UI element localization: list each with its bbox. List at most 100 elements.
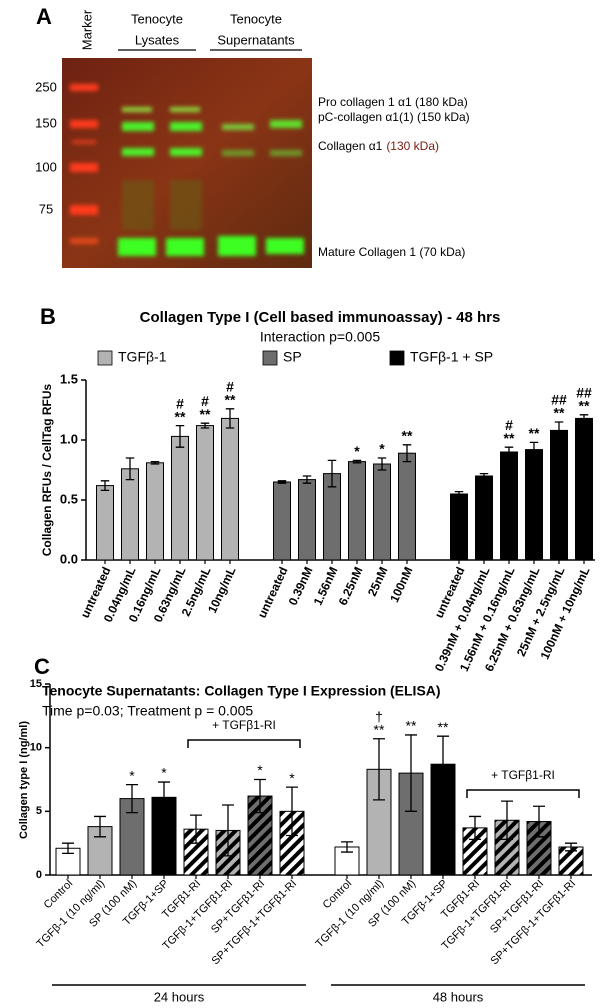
significance-label: * xyxy=(289,770,295,786)
band-label: Collagen α1 (130 kDa) xyxy=(318,139,439,153)
bar xyxy=(398,452,416,561)
y-tick-label: 5 xyxy=(36,805,42,817)
significance-label: ** xyxy=(200,406,211,422)
significance-label: # xyxy=(176,395,184,411)
bracket-label: + TGFβ1-RI xyxy=(491,768,555,782)
bar xyxy=(96,485,114,561)
significance-label: * xyxy=(161,765,167,781)
bar xyxy=(575,417,593,561)
error-bar xyxy=(126,783,138,814)
error-bar xyxy=(94,815,106,838)
significance-label: ** xyxy=(374,721,385,737)
error-bar xyxy=(437,735,449,793)
bar xyxy=(475,475,493,561)
bar xyxy=(273,481,291,561)
legend-label: TGFβ-1 xyxy=(118,349,167,365)
group-label: 24 hours xyxy=(154,989,205,1004)
gel-background xyxy=(62,58,312,268)
significance-label: ** xyxy=(529,425,540,441)
significance-label: ** xyxy=(438,719,449,735)
group-label: 48 hours xyxy=(433,989,484,1004)
error-bar xyxy=(469,815,481,840)
bracket xyxy=(466,789,580,798)
band-label: Pro collagen 1 α1 (180 kDa) xyxy=(318,95,468,109)
significance-label: # xyxy=(226,379,234,395)
chart-subtitle: Time p=0.03; Treatment p = 0.005 xyxy=(42,703,253,719)
error-bar xyxy=(529,441,539,458)
error-bar xyxy=(277,480,287,484)
error-bar xyxy=(225,408,235,429)
error-bar xyxy=(501,800,513,840)
error-bar xyxy=(222,804,234,857)
legend-label: TGFβ-1 + SP xyxy=(410,349,493,365)
y-tick-label: 1.0 xyxy=(60,431,78,446)
significance-label: * xyxy=(257,762,263,778)
bar xyxy=(550,429,568,561)
error-bar xyxy=(373,738,385,801)
error-bar xyxy=(405,734,417,812)
bar xyxy=(298,479,316,561)
y-tick-label: 10 xyxy=(30,742,42,754)
legend-swatch xyxy=(389,350,405,366)
error-bar xyxy=(402,444,412,463)
panel-letter: B xyxy=(40,304,56,329)
bar xyxy=(462,827,488,876)
lane-group-label: Supernatants xyxy=(217,32,295,47)
significance-label: ** xyxy=(554,405,565,421)
panel-letter: C xyxy=(34,654,50,679)
lane-group-label: Tenocyte xyxy=(131,11,183,26)
significance-label: * xyxy=(354,443,360,459)
error-bar xyxy=(504,446,514,458)
band-label-part: Pro collagen 1 α1 (180 kDa) xyxy=(318,95,468,109)
error-bar xyxy=(579,414,589,423)
error-bar xyxy=(100,480,110,492)
bracket xyxy=(187,739,301,748)
bar xyxy=(171,435,189,561)
bar xyxy=(348,461,366,561)
lane-group-label: Lysates xyxy=(135,32,180,47)
y-tick-label: 15 xyxy=(30,678,42,690)
band-label-part: (130 kDa) xyxy=(386,139,439,153)
significance-label: ** xyxy=(402,428,413,444)
error-bar xyxy=(554,421,564,440)
significance-label: ## xyxy=(576,385,592,401)
mw-marker-label: 150 xyxy=(35,115,57,130)
x-tick-label: 100nM xyxy=(387,565,415,605)
bar xyxy=(450,493,468,561)
bracket-label: + TGFβ1-RI xyxy=(212,718,276,732)
error-bar xyxy=(454,490,464,498)
error-bar xyxy=(150,460,160,465)
error-bar xyxy=(254,778,266,814)
band-label-part: Collagen α1 xyxy=(318,139,383,153)
panel-letter: A xyxy=(36,4,52,29)
chart-subtitle: Interaction p=0.005 xyxy=(260,329,380,345)
error-bar xyxy=(286,786,298,837)
significance-label: ** xyxy=(579,398,590,414)
gel-bands xyxy=(70,84,304,256)
error-bar xyxy=(352,459,362,464)
mw-marker-label: 75 xyxy=(39,201,53,216)
error-bar xyxy=(125,457,135,481)
significance-label: † xyxy=(375,708,383,724)
gel-image xyxy=(62,58,312,268)
y-tick-label: 0 xyxy=(36,869,42,881)
x-tick-label: 25nM xyxy=(365,565,391,599)
significance-label: ** xyxy=(225,392,236,408)
bar xyxy=(525,449,543,561)
error-bar xyxy=(533,805,545,838)
bar xyxy=(221,417,239,561)
y-tick-label: 0.0 xyxy=(60,551,78,566)
marker-label: Marker xyxy=(79,9,94,50)
error-bar xyxy=(341,841,353,853)
error-bar xyxy=(377,457,387,471)
chart-title: Collagen Type I (Cell based immunoassay)… xyxy=(140,309,501,326)
significance-label: ** xyxy=(504,430,515,446)
significance-label: ** xyxy=(406,718,417,734)
error-bar xyxy=(479,472,489,480)
x-tick-label: untreated xyxy=(255,565,291,620)
significance-label: * xyxy=(129,767,135,783)
band-label-part: pC-collagen α1(1) (150 kDa) xyxy=(318,110,470,124)
error-bar xyxy=(62,842,74,855)
error-bar xyxy=(200,422,210,429)
